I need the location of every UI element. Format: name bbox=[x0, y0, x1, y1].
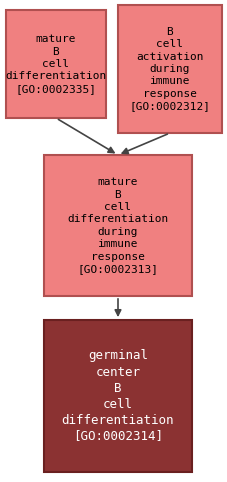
Text: mature
B
cell
differentiation
during
immune
response
[GO:0002313]: mature B cell differentiation during imm… bbox=[67, 177, 168, 274]
FancyBboxPatch shape bbox=[118, 5, 221, 133]
Text: germinal
center
B
cell
differentiation
[GO:0002314]: germinal center B cell differentiation [… bbox=[62, 349, 173, 442]
FancyBboxPatch shape bbox=[6, 10, 106, 118]
Text: B
cell
activation
during
immune
response
[GO:0002312]: B cell activation during immune response… bbox=[129, 27, 210, 111]
FancyBboxPatch shape bbox=[44, 155, 191, 296]
FancyBboxPatch shape bbox=[44, 320, 191, 472]
Text: mature
B
cell
differentiation
[GO:0002335]: mature B cell differentiation [GO:000233… bbox=[5, 34, 106, 94]
